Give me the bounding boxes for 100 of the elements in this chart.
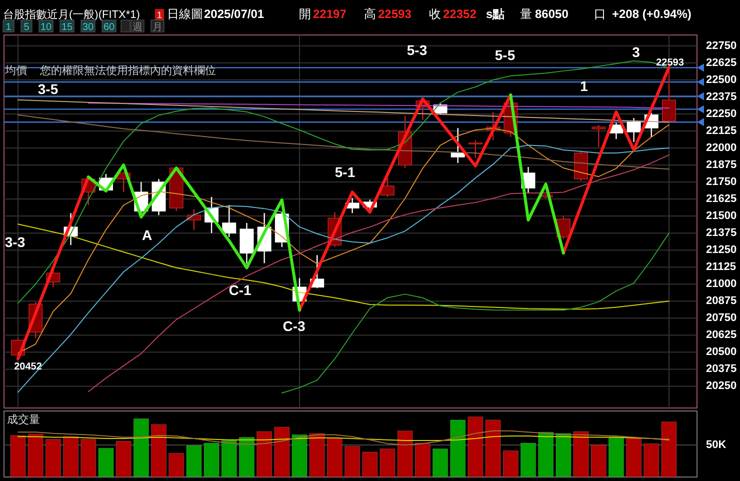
bar bbox=[644, 443, 660, 478]
y-tick-label: 21250 bbox=[706, 244, 737, 256]
annotation: 5-3 bbox=[406, 42, 428, 58]
bar bbox=[274, 426, 290, 478]
y-tick-label: 20750 bbox=[706, 312, 737, 324]
bar bbox=[661, 422, 677, 478]
annotation: 均價 bbox=[4, 65, 27, 77]
bar bbox=[204, 442, 220, 478]
bar bbox=[502, 450, 518, 478]
text: 22593 bbox=[378, 7, 412, 21]
bar bbox=[309, 433, 325, 478]
y-tick-label: 22000 bbox=[706, 142, 737, 154]
bar bbox=[432, 448, 448, 478]
period-button[interactable]: 10 bbox=[38, 20, 54, 33]
bar bbox=[98, 448, 114, 478]
annotation: C-3 bbox=[282, 318, 306, 334]
bar bbox=[380, 448, 396, 478]
annotation: 1 bbox=[580, 78, 588, 94]
annotation: 3-3 bbox=[4, 234, 26, 250]
y-tick-label: 21500 bbox=[706, 210, 737, 222]
text: s點 bbox=[486, 7, 505, 21]
period-button[interactable]: 週 bbox=[130, 20, 144, 33]
annotation: 5-5 bbox=[494, 47, 516, 63]
bar bbox=[292, 434, 308, 478]
y-tick-label: 21375 bbox=[706, 226, 737, 239]
candlestick bbox=[240, 222, 254, 264]
annotation: 3 bbox=[632, 44, 640, 60]
bar bbox=[468, 416, 484, 478]
bar bbox=[239, 437, 254, 478]
candlestick bbox=[450, 127, 465, 164]
bar bbox=[116, 440, 132, 478]
annotation: 20452 bbox=[14, 362, 42, 373]
text: +208 (+0.94%) bbox=[612, 7, 692, 21]
y-tick-label: 20250 bbox=[706, 380, 737, 392]
bar bbox=[45, 438, 61, 478]
y-tick-label: 21875 bbox=[706, 158, 737, 171]
bar bbox=[344, 446, 360, 478]
period-button[interactable]: 15 bbox=[60, 20, 74, 33]
candlestick bbox=[626, 117, 641, 143]
bar bbox=[590, 444, 606, 478]
bar bbox=[63, 436, 79, 478]
chart-title: 成交量 bbox=[7, 413, 40, 426]
bar bbox=[573, 431, 589, 478]
y-tick-label: 22500 bbox=[706, 74, 737, 86]
text: 22197 bbox=[313, 7, 347, 21]
y-tick-label: 50K bbox=[706, 438, 726, 451]
bar bbox=[10, 435, 26, 478]
candlestick bbox=[380, 177, 394, 198]
bar bbox=[414, 442, 430, 478]
y-tick-label: 22250 bbox=[706, 108, 737, 120]
bar bbox=[520, 442, 536, 478]
period-button[interactable]: 30 bbox=[80, 20, 96, 33]
period-button[interactable]: 1 bbox=[2, 20, 14, 33]
bar bbox=[608, 437, 624, 478]
bar bbox=[538, 432, 554, 478]
text: 開 bbox=[299, 7, 311, 21]
text: 收 bbox=[429, 7, 441, 21]
period-button[interactable]: 60 bbox=[102, 20, 116, 33]
y-tick-label: 21625 bbox=[706, 192, 737, 205]
y-tick-label: 20875 bbox=[706, 295, 737, 308]
bar bbox=[397, 430, 413, 478]
count-badge: 1 bbox=[155, 9, 164, 20]
y-tick-label: 22625 bbox=[706, 56, 737, 69]
annotation: 22593 bbox=[656, 57, 684, 68]
annotation: 3-5 bbox=[38, 81, 58, 97]
text: 高 bbox=[364, 7, 376, 21]
candlestick bbox=[186, 208, 201, 231]
y-tick-label: 20375 bbox=[706, 363, 737, 376]
text: 日線圖 bbox=[167, 7, 203, 21]
bar bbox=[626, 438, 642, 478]
y-tick-label: 21125 bbox=[706, 261, 736, 274]
candlestick bbox=[592, 124, 606, 148]
bar bbox=[326, 438, 342, 478]
candlestick bbox=[468, 139, 482, 159]
candlestick bbox=[222, 204, 236, 238]
y-tick-label: 21000 bbox=[706, 278, 737, 290]
period-button[interactable]: 5 bbox=[20, 20, 32, 33]
annotation: 5-1 bbox=[334, 164, 356, 180]
y-tick-label: 20500 bbox=[706, 346, 737, 358]
bar bbox=[151, 424, 166, 478]
bar bbox=[256, 431, 272, 478]
annotation: 您的權限無法使用指標內的資料欄位 bbox=[39, 64, 216, 77]
bar bbox=[450, 420, 466, 478]
y-tick-label: 21750 bbox=[706, 176, 737, 188]
y-tick-label: 22750 bbox=[706, 40, 737, 52]
line-series bbox=[281, 232, 670, 394]
bar bbox=[186, 445, 202, 478]
period-button[interactable]: 月 bbox=[150, 20, 164, 33]
bar bbox=[485, 420, 501, 478]
bar bbox=[80, 438, 96, 478]
annotation: A bbox=[142, 227, 152, 243]
text: 86050 bbox=[535, 7, 569, 21]
annotation: C-1 bbox=[228, 282, 252, 298]
text: 量 bbox=[520, 7, 532, 21]
chart-title: 台股指數近月(一般)(FITX*1) bbox=[3, 8, 140, 21]
text: 2025/07/01 bbox=[204, 7, 264, 21]
text: 口 bbox=[594, 7, 606, 21]
bar bbox=[168, 453, 184, 478]
bar bbox=[28, 434, 44, 478]
text: 22352 bbox=[443, 7, 477, 21]
